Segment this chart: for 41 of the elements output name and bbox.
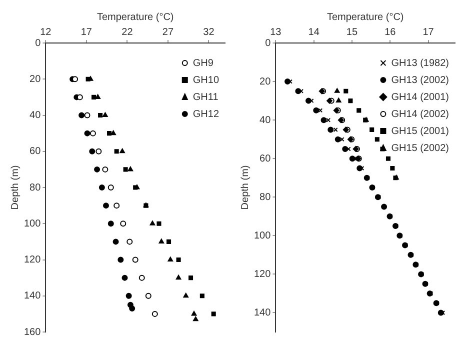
y-tick-label: 140	[24, 290, 42, 302]
legend-label: GH11	[192, 92, 219, 103]
x-tick-label: 17	[80, 26, 92, 38]
legend-label: GH12	[192, 108, 220, 120]
x-axis-title: Temperature (°C)	[96, 12, 174, 23]
x-tick-label: 13	[270, 26, 282, 38]
x-tick-label: 15	[346, 26, 358, 38]
x-tick-label: 17	[422, 26, 434, 38]
y-tick-label: 100	[24, 218, 42, 230]
y-axis-title: Depth (m)	[240, 165, 251, 210]
y-tick-label: 60	[260, 153, 272, 164]
y-tick-label: 40	[260, 114, 272, 126]
series-label: GH15 (2002)	[391, 142, 450, 154]
y-tick-label: 80	[260, 192, 272, 203]
legend-label: GH10	[192, 74, 220, 86]
y-axis-title: Depth (m)	[10, 165, 21, 210]
x-axis-title: Temperature (°C)	[326, 12, 404, 23]
y-tick-label: 60	[30, 146, 42, 158]
y-tick-label: 80	[30, 182, 42, 194]
y-tick-label: 40	[30, 110, 42, 121]
legend-label: GH15 (2001)	[391, 126, 450, 137]
y-tick-label: 160	[24, 326, 42, 338]
y-tick-label: 140	[254, 307, 272, 318]
x-tick-label: 22	[122, 26, 134, 38]
y-tick-label: 120	[24, 254, 42, 266]
y-tick-label: 120	[254, 268, 272, 280]
y-tick-label: 20	[260, 76, 272, 88]
x-tick-label: 16	[384, 26, 396, 38]
x-tick-label: 32	[203, 26, 215, 38]
y-tick-label: 100	[254, 230, 272, 242]
legend-label: GH14 (2002)	[391, 108, 450, 120]
legend-label: GH13 (2002)	[391, 74, 450, 86]
legend-label: GH14 (2001)	[391, 92, 450, 103]
legend-label: GH13 (1982)	[391, 58, 450, 69]
y-tick-label: 0	[265, 38, 272, 49]
x-tick-label: 14	[308, 26, 320, 38]
y-tick-label: 0	[35, 38, 42, 49]
x-tick-label: 12	[40, 26, 52, 38]
x-tick-label: 27	[162, 26, 174, 38]
legend-label: GH9	[192, 58, 214, 69]
y-tick-label: 20	[30, 74, 42, 85]
